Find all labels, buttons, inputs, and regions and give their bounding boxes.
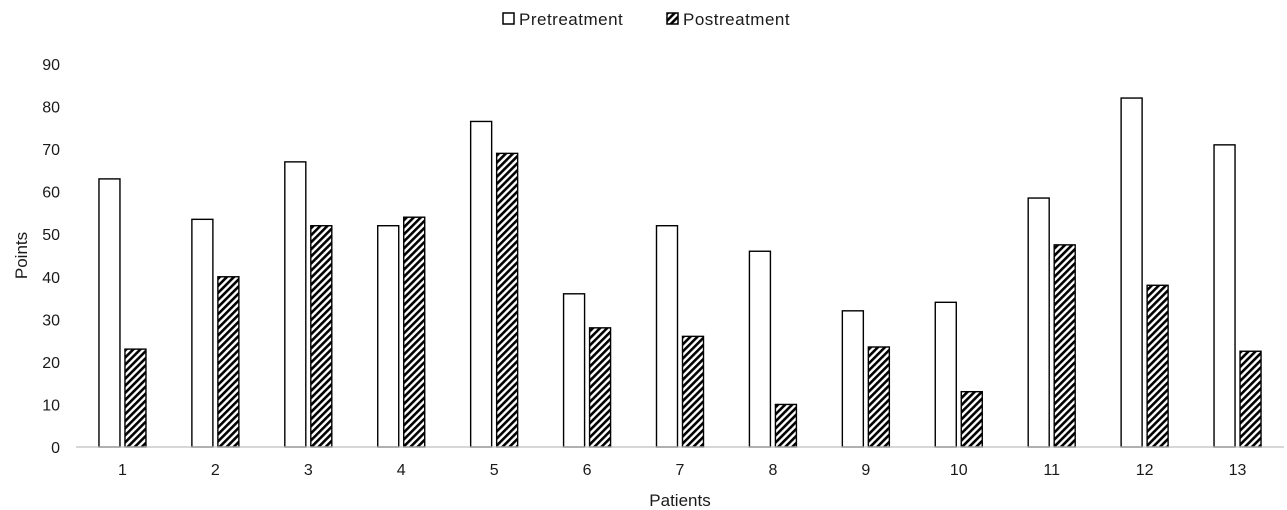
y-tick-label: 70 bbox=[42, 142, 60, 159]
bar-postreatment-1 bbox=[124, 348, 147, 448]
bar-postreatment-7 bbox=[681, 335, 705, 448]
bar-postreatment-6 bbox=[588, 327, 612, 448]
x-tick-label: 10 bbox=[950, 462, 968, 479]
bar-postreatment-11 bbox=[1053, 244, 1076, 448]
bar-postreatment-9 bbox=[867, 346, 891, 448]
bar-pretreatment-6 bbox=[562, 293, 586, 448]
bar-pretreatment-1 bbox=[98, 178, 121, 448]
bar-pretreatment-7 bbox=[655, 225, 679, 448]
x-tick-label: 2 bbox=[211, 462, 220, 479]
y-tick-label: 90 bbox=[42, 57, 60, 74]
x-axis-title: Patients bbox=[649, 491, 710, 510]
bar-postreatment-10 bbox=[960, 390, 983, 448]
x-tick-label: 1 bbox=[118, 462, 127, 479]
y-tick-label: 20 bbox=[42, 355, 60, 372]
y-axis-title: Points bbox=[12, 232, 31, 279]
x-tick-label: 12 bbox=[1136, 462, 1154, 479]
bar-pretreatment-11 bbox=[1027, 197, 1050, 448]
bar-pretreatment-4 bbox=[377, 225, 400, 448]
bar-pretreatment-10 bbox=[934, 301, 957, 448]
bar-postreatment-12 bbox=[1146, 284, 1169, 448]
bar-postreatment-2 bbox=[217, 276, 240, 448]
x-tick-label: 13 bbox=[1229, 462, 1247, 479]
bar-postreatment-4 bbox=[403, 216, 426, 448]
bar-pretreatment-2 bbox=[191, 218, 214, 448]
bar-pretreatment-8 bbox=[748, 250, 772, 448]
legend-swatch-postreatment bbox=[666, 12, 679, 25]
x-tick-label: 6 bbox=[583, 462, 592, 479]
bar-pretreatment-12 bbox=[1120, 97, 1143, 448]
bar-pretreatment-3 bbox=[284, 161, 307, 448]
x-tick-label: 11 bbox=[1043, 462, 1060, 479]
y-tick-label: 50 bbox=[42, 227, 60, 244]
x-tick-label: 7 bbox=[676, 462, 685, 479]
legend-label-postreatment: Postreatment bbox=[683, 10, 790, 29]
x-tick-label: 5 bbox=[490, 462, 499, 479]
y-tick-label: 30 bbox=[42, 312, 60, 329]
y-tick-label: 10 bbox=[42, 397, 60, 414]
bar-postreatment-13 bbox=[1239, 350, 1262, 448]
x-axis-ticks: 1 2 3 4 5 6 7 8 9 10 11 12 13 bbox=[118, 462, 1247, 479]
bar-pretreatment-13 bbox=[1213, 144, 1236, 448]
bar-postreatment-8 bbox=[774, 403, 798, 448]
y-tick-label: 60 bbox=[42, 185, 60, 202]
y-axis-ticks: 0 10 20 30 40 50 60 70 80 90 bbox=[42, 57, 60, 457]
y-tick-label: 80 bbox=[42, 100, 60, 117]
x-tick-label: 8 bbox=[768, 462, 777, 479]
legend-swatch-pretreatment bbox=[502, 12, 515, 25]
x-tick-label: 9 bbox=[861, 462, 870, 479]
y-tick-label: 0 bbox=[51, 440, 60, 457]
bar-postreatment-5 bbox=[495, 152, 519, 448]
x-tick-label: 3 bbox=[304, 462, 313, 479]
x-tick-label: 4 bbox=[397, 462, 406, 479]
y-tick-label: 40 bbox=[42, 270, 60, 287]
bar-pretreatment-5 bbox=[469, 120, 493, 448]
legend-label-pretreatment: Pretreatment bbox=[519, 10, 623, 29]
bars bbox=[98, 97, 1262, 448]
bar-postreatment-3 bbox=[310, 225, 333, 448]
bar-pretreatment-9 bbox=[841, 310, 865, 448]
legend: Pretreatment Postreatment bbox=[502, 10, 790, 29]
